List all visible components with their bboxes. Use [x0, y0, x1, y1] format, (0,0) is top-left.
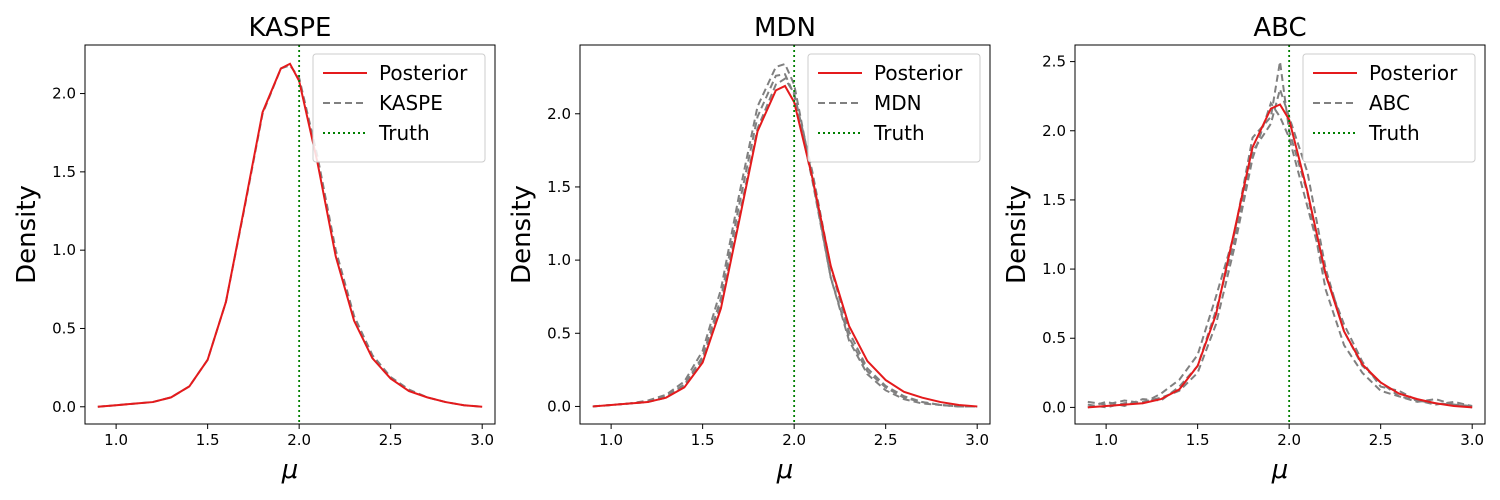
y-axis-label: Density [507, 185, 537, 284]
legend-box [807, 53, 981, 163]
series-line-mdn [592, 62, 978, 408]
legend-label: Truth [873, 121, 925, 145]
y-tick-label: 0.5 [547, 324, 571, 342]
x-tick-label: 1.5 [1186, 431, 1210, 449]
y-tick-label: 2.0 [52, 85, 76, 103]
y-tick-label: 1.5 [52, 163, 76, 181]
axes-frame [1074, 44, 1486, 425]
x-tick-label: 2.0 [1277, 431, 1301, 449]
plot-area [1087, 45, 1473, 424]
series-line-replicate-3 [1087, 100, 1473, 409]
y-tick-label: 0.5 [52, 319, 76, 337]
y-axis-label: Density [1002, 185, 1032, 284]
y-tick-label: 1.5 [547, 178, 571, 196]
series-line-posterior [592, 84, 978, 408]
x-tick-label: 2.0 [287, 431, 311, 449]
legend-label: ABC [1369, 91, 1410, 115]
y-tick-label: 1.0 [1042, 260, 1066, 278]
panel-title: MDN [754, 13, 816, 43]
legend-label: Posterior [379, 61, 468, 85]
legend: Posterior MDN Truth [807, 53, 981, 163]
plot-area [97, 45, 483, 424]
y-axis-label: Density [12, 185, 42, 284]
x-tick-label: 1.0 [104, 431, 128, 449]
x-tick-label: 1.5 [196, 431, 220, 449]
y-tick-label: 2.0 [1042, 122, 1066, 140]
panel-title: KASPE [249, 13, 332, 43]
y-tick-label: 0.0 [547, 397, 571, 415]
y-tick-label: 0.5 [1042, 329, 1066, 347]
legend-label: Truth [378, 121, 430, 145]
y-tick-label: 1.5 [1042, 191, 1066, 209]
y-tick-label: 1.0 [52, 241, 76, 259]
y-tick-label: 2.0 [547, 105, 571, 123]
y-tick-label: 1.0 [547, 251, 571, 269]
y-tick-label: 0.0 [1042, 398, 1066, 416]
x-tick-label: 3.0 [965, 431, 989, 449]
legend-label: KASPE [379, 91, 443, 115]
axes-frame [84, 44, 496, 425]
legend-label: Posterior [1369, 61, 1458, 85]
legend: Posterior KASPE Truth [312, 53, 486, 163]
x-axis-label: μ [281, 455, 299, 485]
legend-label: Truth [1368, 121, 1420, 145]
legend-label: Posterior [874, 61, 963, 85]
x-tick-label: 1.0 [1094, 431, 1118, 449]
panel-1: 1.0 1.5 2.0 2.5 3.0 0.0 0.5 1.0 1.5 2.0 MDN μ Densit… [507, 13, 991, 485]
axes-frame [579, 44, 991, 425]
x-tick-label: 3.0 [1460, 431, 1484, 449]
y-tick-label: 0.0 [52, 398, 76, 416]
series-line-posterior [1087, 103, 1473, 409]
x-tick-label: 2.0 [782, 431, 806, 449]
legend-label: MDN [874, 91, 922, 115]
x-axis-label: μ [776, 455, 794, 485]
y-tick-label: 2.5 [1042, 53, 1066, 71]
x-tick-label: 2.5 [379, 431, 403, 449]
x-tick-label: 2.5 [874, 431, 898, 449]
legend-box [1302, 53, 1476, 163]
panel-0: 1.0 1.5 2.0 2.5 3.0 0.0 0.5 1.0 1.5 2.0 KASPE μ Dens… [12, 13, 496, 485]
x-tick-label: 1.0 [599, 431, 623, 449]
x-axis-label: μ [1271, 455, 1289, 485]
x-tick-label: 1.5 [691, 431, 715, 449]
legend: Posterior ABC Truth [1302, 53, 1476, 163]
legend-box [312, 53, 486, 163]
series-line-posterior [97, 62, 483, 408]
panel-title: ABC [1253, 13, 1306, 43]
panel-2: 1.0 1.5 2.0 2.5 3.0 0.0 0.5 1.0 1.5 2.0 2.5 ABC μ Den… [1002, 13, 1486, 485]
x-tick-label: 3.0 [470, 431, 494, 449]
plot-area [592, 45, 978, 424]
x-tick-label: 2.5 [1369, 431, 1393, 449]
